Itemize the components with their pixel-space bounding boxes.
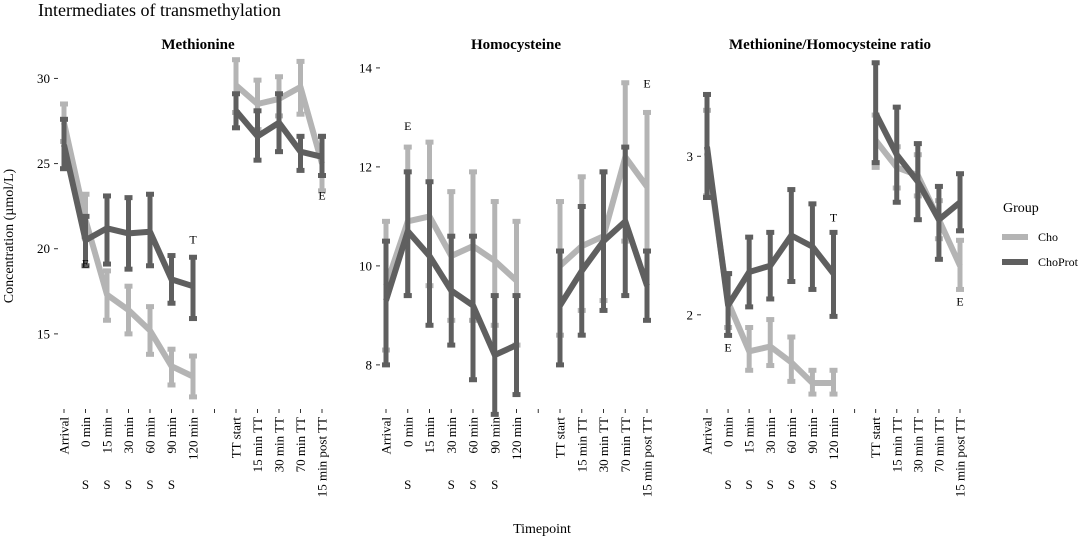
annotation-t: T xyxy=(830,210,838,224)
legend-label-choprot: ChoProt xyxy=(1038,255,1079,269)
x-tick-label-60-min: 60 min xyxy=(466,417,481,454)
y-tick-label: 15 xyxy=(37,326,50,341)
y-tick-label: 25 xyxy=(37,156,50,171)
x-tick-label-70-min-tt: 70 min TT xyxy=(618,417,633,472)
x-tick-label-15-min: 15 min xyxy=(100,417,115,454)
x-tick-label-tt-start: TT start xyxy=(229,417,244,459)
x-tick-label-90-min: 90 min xyxy=(164,417,179,454)
x-axis-label: Timepoint xyxy=(513,522,571,537)
series-choprot xyxy=(382,144,651,417)
figure-title: Intermediates of transmethylation xyxy=(38,0,281,20)
y-tick-label: 3 xyxy=(687,149,694,164)
x-tick-label-30-min-tt: 30 min TT xyxy=(272,417,287,472)
panel-title: Methionine/Homocysteine ratio xyxy=(729,37,931,53)
x-tick-label-15-min: 15 min xyxy=(422,417,437,454)
annotation-e: E xyxy=(318,188,325,202)
x-tick-label-15-min-tt: 15 min TT xyxy=(889,417,904,472)
x-tick-label-tt-start: TT start xyxy=(868,417,883,459)
series-line-choprot xyxy=(873,112,962,223)
x-tick-label-30-min: 30 min xyxy=(763,417,778,454)
annotation-e: E xyxy=(643,77,650,91)
significance-label: S xyxy=(830,477,837,492)
significance-label: S xyxy=(146,477,153,492)
x-tick-label-30-min: 30 min xyxy=(444,417,459,454)
annotation-e: E xyxy=(82,256,89,270)
significance-label: S xyxy=(724,477,731,492)
panel-methionine: Methionine 15 20 25 30 Arrival 0 min S 15 min S 30… xyxy=(37,37,330,497)
significance-label: S xyxy=(125,477,132,492)
x-tick-label-30-min-tt: 30 min TT xyxy=(596,417,611,472)
significance-label: S xyxy=(788,477,795,492)
panel-ratio: Methionine/Homocysteine ratio 2 3 Arrival 0 … xyxy=(687,37,968,497)
x-tick-label-arrival: Arrival xyxy=(57,417,72,455)
annotation-e: E xyxy=(956,294,963,308)
annotation-e: E xyxy=(724,340,731,354)
x-tick-label-15-min-tt: 15 min TT xyxy=(574,417,589,472)
significance-label: S xyxy=(469,477,476,492)
significance-label: S xyxy=(746,477,753,492)
x-tick-label-15-min-post-tt: 15 min post TT xyxy=(315,417,330,497)
significance-label: S xyxy=(404,477,411,492)
y-tick-label: 8 xyxy=(366,357,373,372)
series-cho xyxy=(60,57,326,400)
significance-label: S xyxy=(168,477,175,492)
x-tick-label-arrival: Arrival xyxy=(700,417,715,455)
significance-label: S xyxy=(82,477,89,492)
x-tick-label-0-min: 0 min xyxy=(721,417,736,447)
y-tick-label: 12 xyxy=(359,159,372,174)
y-tick-label: 2 xyxy=(687,307,694,322)
legend-label-cho: Cho xyxy=(1038,230,1058,244)
x-tick-label-90-min: 90 min xyxy=(487,417,502,454)
series-line-choprot xyxy=(61,144,194,290)
series-line-choprot xyxy=(557,218,650,308)
x-tick-label-60-min: 60 min xyxy=(784,417,799,454)
series-choprot xyxy=(703,60,964,338)
series-line-choprot xyxy=(383,228,518,358)
series-line-choprot xyxy=(233,108,323,160)
x-tick-label-15-min-post-tt: 15 min post TT xyxy=(640,417,655,497)
significance-label: S xyxy=(809,477,816,492)
x-tick-label-120-min: 120 min xyxy=(826,417,841,460)
legend-title: Group xyxy=(1003,201,1039,216)
significance-label: S xyxy=(103,477,110,492)
x-tick-label-90-min: 90 min xyxy=(805,417,820,454)
series-choprot xyxy=(60,91,326,322)
y-tick-label: 20 xyxy=(37,241,50,256)
significance-label: S xyxy=(448,477,455,492)
x-tick-label-tt-start: TT start xyxy=(553,417,568,459)
panel-title: Homocysteine xyxy=(471,37,561,53)
x-tick-label-0-min: 0 min xyxy=(78,417,93,447)
series-line-choprot xyxy=(704,146,836,309)
x-tick-label-15-min-tt: 15 min TT xyxy=(250,417,265,472)
x-tick-label-70-min-tt: 70 min TT xyxy=(293,417,308,472)
y-tick-label: 14 xyxy=(359,60,373,75)
annotation-e: E xyxy=(404,119,411,133)
x-tick-label-60-min: 60 min xyxy=(143,417,158,454)
panel-homocysteine: Homocysteine 8 10 12 14 Arrival 0 min S 15 min 30… xyxy=(359,37,655,497)
y-axis-label: Concentration (µmol/L) xyxy=(2,168,17,303)
panel-title: Methionine xyxy=(161,37,235,53)
x-tick-label-70-min-tt: 70 min TT xyxy=(931,417,946,472)
x-tick-label-15-min: 15 min xyxy=(742,417,757,454)
x-tick-label-arrival: Arrival xyxy=(379,417,394,455)
x-tick-label-30-min: 30 min xyxy=(121,417,136,454)
x-tick-label-0-min: 0 min xyxy=(400,417,415,447)
x-tick-label-120-min: 120 min xyxy=(509,417,524,460)
significance-label: S xyxy=(491,477,498,492)
y-tick-label: 10 xyxy=(359,258,372,273)
legend: Group Cho ChoProt xyxy=(1002,201,1079,269)
x-tick-label-120-min: 120 min xyxy=(186,417,201,460)
y-tick-label: 30 xyxy=(37,71,50,86)
annotation-t: T xyxy=(189,233,197,247)
significance-label: S xyxy=(767,477,774,492)
x-tick-label-15-min-post-tt: 15 min post TT xyxy=(953,417,968,497)
x-tick-label-30-min-tt: 30 min TT xyxy=(910,417,925,472)
